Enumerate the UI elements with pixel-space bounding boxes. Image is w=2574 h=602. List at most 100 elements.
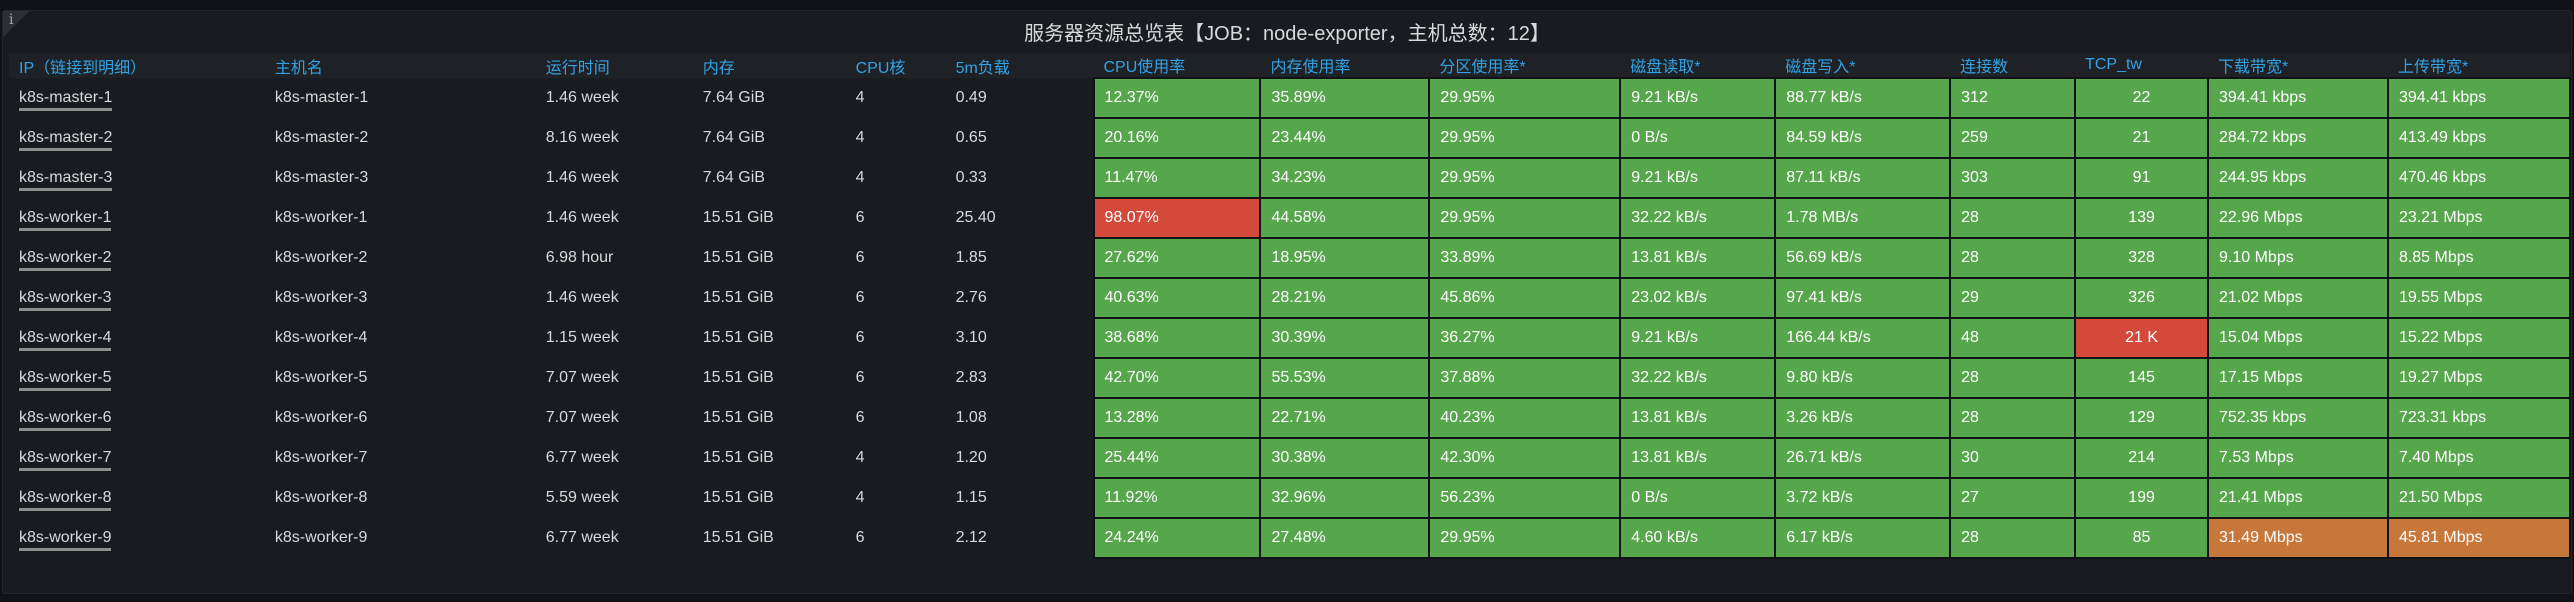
cell-ip: k8s-master-2 [9, 118, 265, 158]
cell-ip: k8s-master-1 [9, 78, 265, 118]
cell-connections: 29 [1949, 277, 2077, 319]
column-header-ip[interactable]: IP（链接到明细） [9, 53, 265, 78]
cell-memory-usage: 32.96% [1259, 477, 1431, 519]
host-detail-link[interactable]: k8s-worker-1 [19, 209, 112, 231]
column-header-upload-bandwidth[interactable]: 上传带宽* [2387, 53, 2570, 78]
cell-hostname: k8s-master-1 [274, 89, 369, 106]
cell-tcp-tw: 129 [2074, 397, 2210, 439]
column-header-cpu-cores[interactable]: CPU核 [845, 53, 946, 78]
table-row: k8s-master-1 k8s-master-1 1.46 week 7.64 Gi… [9, 77, 2572, 119]
cell-cpu-cores: 4 [855, 89, 865, 106]
cell-upload-bandwidth: 15.22 Mbps [2386, 317, 2572, 359]
cell-tcp-tw: 139 [2074, 197, 2210, 239]
column-header-memory[interactable]: 内存 [692, 53, 846, 78]
column-header-download-bandwidth[interactable]: 下载带宽* [2208, 53, 2388, 78]
cell-partition-usage: 42.30% [1428, 437, 1622, 479]
cell-cpu-usage: 11.92% [1092, 477, 1262, 519]
table-row: k8s-master-2 k8s-master-2 8.16 week 7.64 Gi… [9, 117, 2572, 159]
cell-connections: 312 [1949, 77, 2077, 119]
server-table: IP（链接到明细） 主机名 运行时间 内存 CPU核 5m负载 CPU使用率 内存使用率 分区使… [9, 53, 2572, 559]
cell-disk-read: 9.21 kB/s [1619, 317, 1777, 359]
cell-tcp-tw: 199 [2074, 477, 2210, 519]
cell-load-5m: 1.85 [955, 249, 987, 266]
cell-tcp-tw: 21 K [2074, 317, 2210, 359]
host-detail-link[interactable]: k8s-worker-5 [19, 369, 112, 391]
cell-connections: 27 [1949, 477, 2077, 519]
column-header-load-5m[interactable]: 5m负载 [945, 53, 1094, 78]
cell-disk-write: 1.78 MB/s [1774, 197, 1952, 239]
cell-cpu-cores: 6 [855, 249, 865, 266]
host-detail-link[interactable]: k8s-master-3 [19, 169, 113, 191]
cell-ip: k8s-worker-3 [9, 278, 265, 318]
table-row: k8s-worker-2 k8s-worker-2 6.98 hour 15.51 G… [9, 237, 2572, 279]
cell-cpu-cores: 6 [855, 209, 865, 226]
cell-load-5m: 0.49 [955, 89, 987, 106]
cell-uptime: 1.15 week [545, 329, 619, 346]
cell-uptime: 7.07 week [545, 409, 619, 426]
cell-upload-bandwidth: 470.46 kbps [2386, 157, 2572, 199]
cell-disk-write: 9.80 kB/s [1774, 357, 1952, 399]
cell-memory: 7.64 GiB [702, 89, 765, 106]
cell-ip: k8s-worker-9 [9, 518, 265, 558]
cell-hostname: k8s-master-2 [274, 129, 369, 146]
cell-disk-write: 6.17 kB/s [1774, 517, 1952, 559]
column-header-disk-write[interactable]: 磁盘写入* [1775, 53, 1951, 78]
cell-hostname: k8s-master-3 [274, 169, 369, 186]
cell-upload-bandwidth: 19.55 Mbps [2386, 277, 2572, 319]
cell-ip: k8s-master-3 [9, 158, 265, 198]
host-detail-link[interactable]: k8s-worker-2 [19, 249, 112, 271]
table-row: k8s-master-3 k8s-master-3 1.46 week 7.64 Gi… [9, 157, 2572, 199]
cell-ip: k8s-worker-8 [9, 478, 265, 518]
cell-tcp-tw: 326 [2074, 277, 2210, 319]
cell-memory: 15.51 GiB [702, 449, 774, 466]
cell-hostname: k8s-worker-8 [274, 489, 368, 506]
host-detail-link[interactable]: k8s-worker-3 [19, 289, 112, 311]
column-header-hostname[interactable]: 主机名 [264, 53, 536, 78]
cell-upload-bandwidth: 19.27 Mbps [2386, 357, 2572, 399]
host-detail-link[interactable]: k8s-worker-4 [19, 329, 112, 351]
cell-hostname: k8s-worker-2 [274, 249, 368, 266]
cell-disk-write: 84.59 kB/s [1774, 117, 1952, 159]
cell-uptime: 1.46 week [545, 169, 619, 186]
cell-uptime: 6.98 hour [545, 249, 614, 266]
table-row: k8s-worker-4 k8s-worker-4 1.15 week 15.51 G… [9, 317, 2572, 359]
cell-load-5m: 25.40 [955, 209, 996, 226]
cell-memory-usage: 30.38% [1259, 437, 1431, 479]
cell-load-5m: 1.08 [955, 409, 987, 426]
host-detail-link[interactable]: k8s-worker-8 [19, 489, 112, 511]
cell-connections: 30 [1949, 437, 2077, 479]
cell-memory-usage: 44.58% [1259, 197, 1431, 239]
cell-download-bandwidth: 284.72 kbps [2207, 117, 2389, 159]
cell-memory: 15.51 GiB [702, 369, 774, 386]
cell-connections: 28 [1949, 357, 2077, 399]
cell-memory-usage: 30.39% [1259, 317, 1431, 359]
host-detail-link[interactable]: k8s-worker-6 [19, 409, 112, 431]
cell-memory: 15.51 GiB [702, 529, 774, 546]
column-header-connections[interactable]: 连接数 [1950, 53, 2076, 78]
cell-disk-write: 26.71 kB/s [1774, 437, 1952, 479]
cell-connections: 259 [1949, 117, 2077, 159]
cell-cpu-usage: 40.63% [1092, 277, 1262, 319]
cell-load-5m: 1.15 [955, 489, 987, 506]
panel-info-button[interactable]: i [3, 11, 29, 37]
column-header-memory-usage[interactable]: 内存使用率 [1260, 53, 1430, 78]
panel-title[interactable]: 服务器资源总览表【JOB：node-exporter，主机总数：12】 [1024, 23, 1550, 45]
cell-memory: 15.51 GiB [702, 329, 774, 346]
cell-cpu-usage: 20.16% [1092, 117, 1262, 159]
cell-tcp-tw: 328 [2074, 237, 2210, 279]
column-header-tcp-tw[interactable]: TCP_tw [2075, 53, 2209, 78]
host-detail-link[interactable]: k8s-worker-7 [19, 449, 112, 471]
column-header-cpu-usage[interactable]: CPU使用率 [1093, 53, 1261, 78]
cell-partition-usage: 33.89% [1428, 237, 1622, 279]
column-header-partition-usage[interactable]: 分区使用率* [1429, 53, 1621, 78]
cell-upload-bandwidth: 23.21 Mbps [2386, 197, 2572, 239]
cell-tcp-tw: 214 [2074, 437, 2210, 479]
host-detail-link[interactable]: k8s-master-2 [19, 129, 113, 151]
host-detail-link[interactable]: k8s-worker-9 [19, 529, 112, 551]
cell-hostname: k8s-worker-3 [274, 289, 368, 306]
column-header-uptime[interactable]: 运行时间 [535, 53, 693, 78]
column-header-disk-read[interactable]: 磁盘读取* [1620, 53, 1776, 78]
cell-connections: 28 [1949, 517, 2077, 559]
host-detail-link[interactable]: k8s-master-1 [19, 89, 113, 111]
cell-disk-read: 13.81 kB/s [1619, 237, 1777, 279]
